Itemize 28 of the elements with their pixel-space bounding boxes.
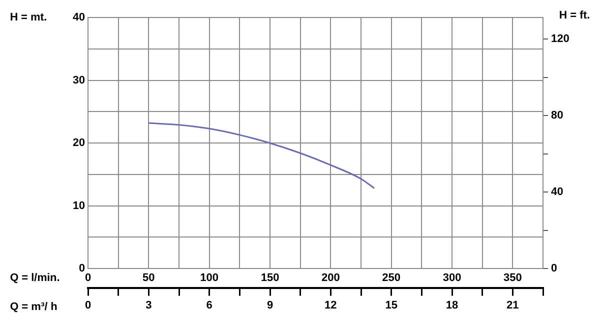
x2-tick-label: 3 [146,299,152,312]
y-tick-label: 30 [72,74,85,86]
y2-tick-label: 40 [551,186,564,198]
line-series [148,122,376,190]
y-tick-label: 40 [72,12,85,24]
y2-tick-label: 0 [551,262,558,275]
y2-tick-label: 80 [551,110,564,122]
x-axis-title: Q = l/min. [10,272,60,284]
y-tick-label: 10 [72,200,85,212]
x2-tick-label: 6 [206,299,212,312]
y2-tick-label: 120 [551,33,570,46]
y2-axis-title: H = ft. [559,10,590,22]
x2-tick-label: 9 [266,299,274,312]
x-tick-label: 200 [321,272,340,284]
x2-tick-label: 12 [324,299,337,312]
y-axis-title: H = mt. [10,12,47,24]
x2-tick-label: 18 [446,299,458,312]
x-tick-label: 150 [260,272,280,284]
y-tick-label: 0 [78,262,85,275]
x-tick-label: 300 [442,272,462,284]
x-tick-label: 50 [142,272,155,284]
x-tick-label: 350 [503,272,522,284]
x-tick-label: 250 [382,272,401,284]
x2-tick-label: 21 [506,299,519,312]
x-tick-label: 100 [200,272,219,284]
x2-tick-label: 15 [385,299,398,312]
x2-axis-title: Q = m³/ h [10,301,58,314]
y-tick-label: 20 [72,137,85,150]
